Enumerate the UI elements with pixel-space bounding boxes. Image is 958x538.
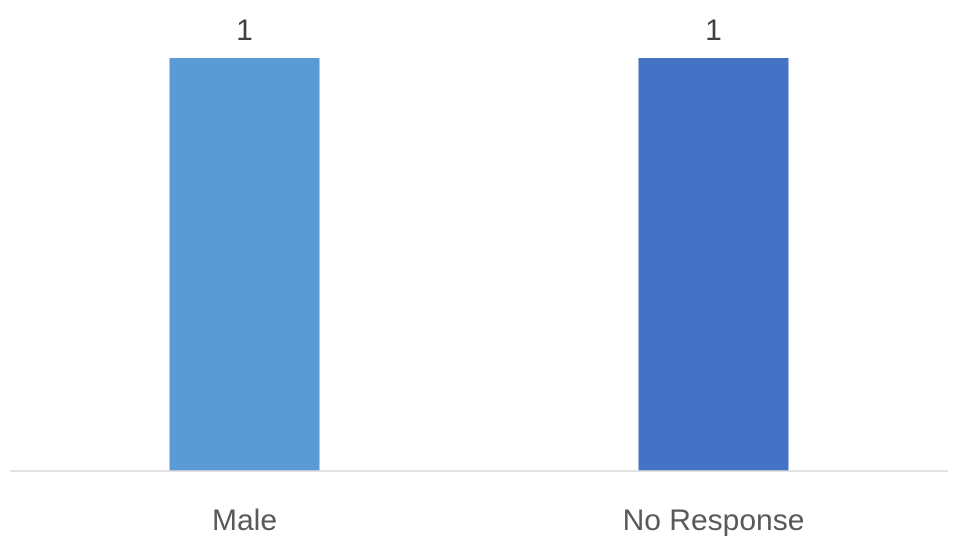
data-label: 1 xyxy=(236,14,253,47)
category-labels-group: Male No Response xyxy=(212,504,804,537)
bar-male xyxy=(169,58,320,471)
data-label: 1 xyxy=(705,14,722,47)
bar-no-response xyxy=(638,58,789,471)
category-label: No Response xyxy=(623,504,805,537)
category-label: Male xyxy=(212,504,277,537)
bars-group xyxy=(169,58,789,471)
